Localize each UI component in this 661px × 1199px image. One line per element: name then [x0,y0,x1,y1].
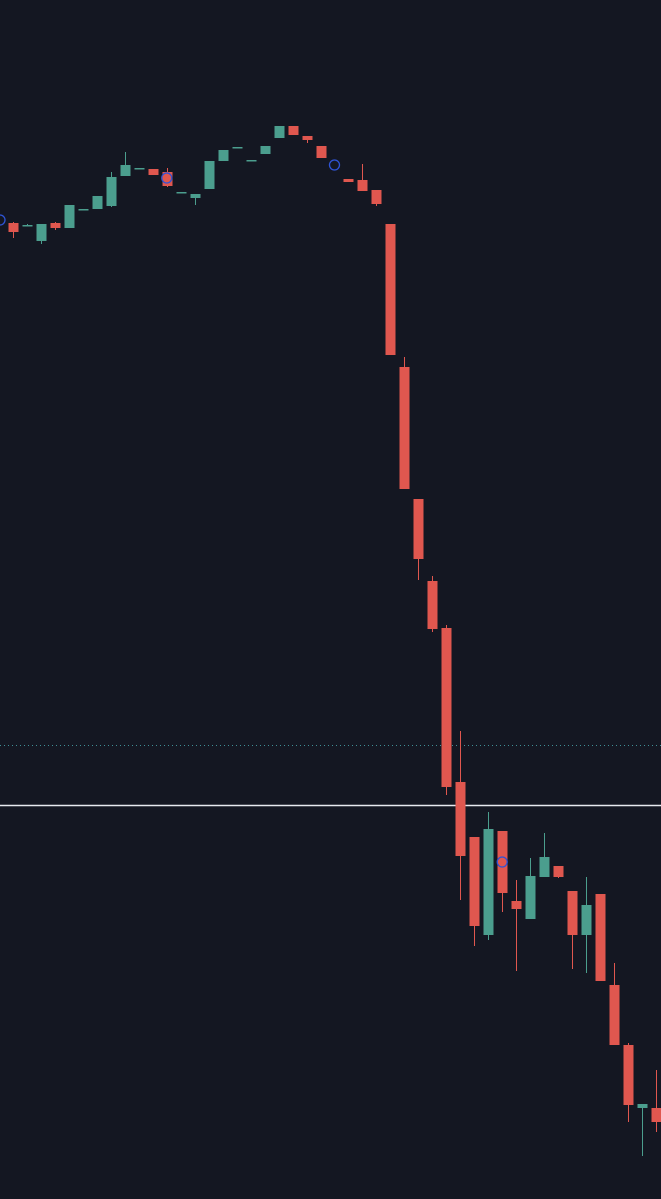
candle-body [162,172,173,186]
candle-body [204,161,215,189]
candle-body [427,581,438,629]
candle-body [246,160,257,162]
candle-body [623,1045,634,1105]
candle-body [567,891,578,935]
candle-body [371,190,382,204]
candle-body [441,628,452,787]
candle-body [232,147,243,149]
marker [328,159,341,171]
candle-body [651,1108,661,1122]
candle-body [469,837,480,926]
candle-body [497,831,508,893]
candle-body [134,168,145,170]
candle-body [413,499,424,559]
candle-body [595,894,606,981]
marker [0,214,6,226]
candle-body [148,169,159,175]
candle-body [64,205,75,228]
candle-body [511,901,522,909]
candle-body [106,177,117,206]
candle-body [637,1104,648,1108]
candle-body [525,876,536,919]
candle-body [539,857,550,877]
candle-body [302,136,313,140]
candle-body [483,829,494,935]
candle-body [553,866,564,877]
candle-body [316,146,327,158]
candle-body [190,194,201,198]
candle-body [455,782,466,856]
marker [161,172,173,184]
candle-body [36,224,47,241]
candle-body [218,150,229,161]
candle-body [78,209,89,211]
candle-body [176,192,187,194]
candle-body [399,367,410,489]
candle-body [385,224,396,355]
candle-body [357,180,368,191]
marker [496,856,508,868]
candle-body [288,126,299,135]
candle-body [50,223,61,228]
candle-body [343,179,354,182]
candle-body [581,905,592,935]
candle-body [22,225,33,227]
candle-body [609,985,620,1045]
candle-body [8,223,19,232]
candle-body [260,146,271,154]
candle-body [120,165,131,176]
candle-body [274,126,285,138]
candle-body [92,196,103,209]
